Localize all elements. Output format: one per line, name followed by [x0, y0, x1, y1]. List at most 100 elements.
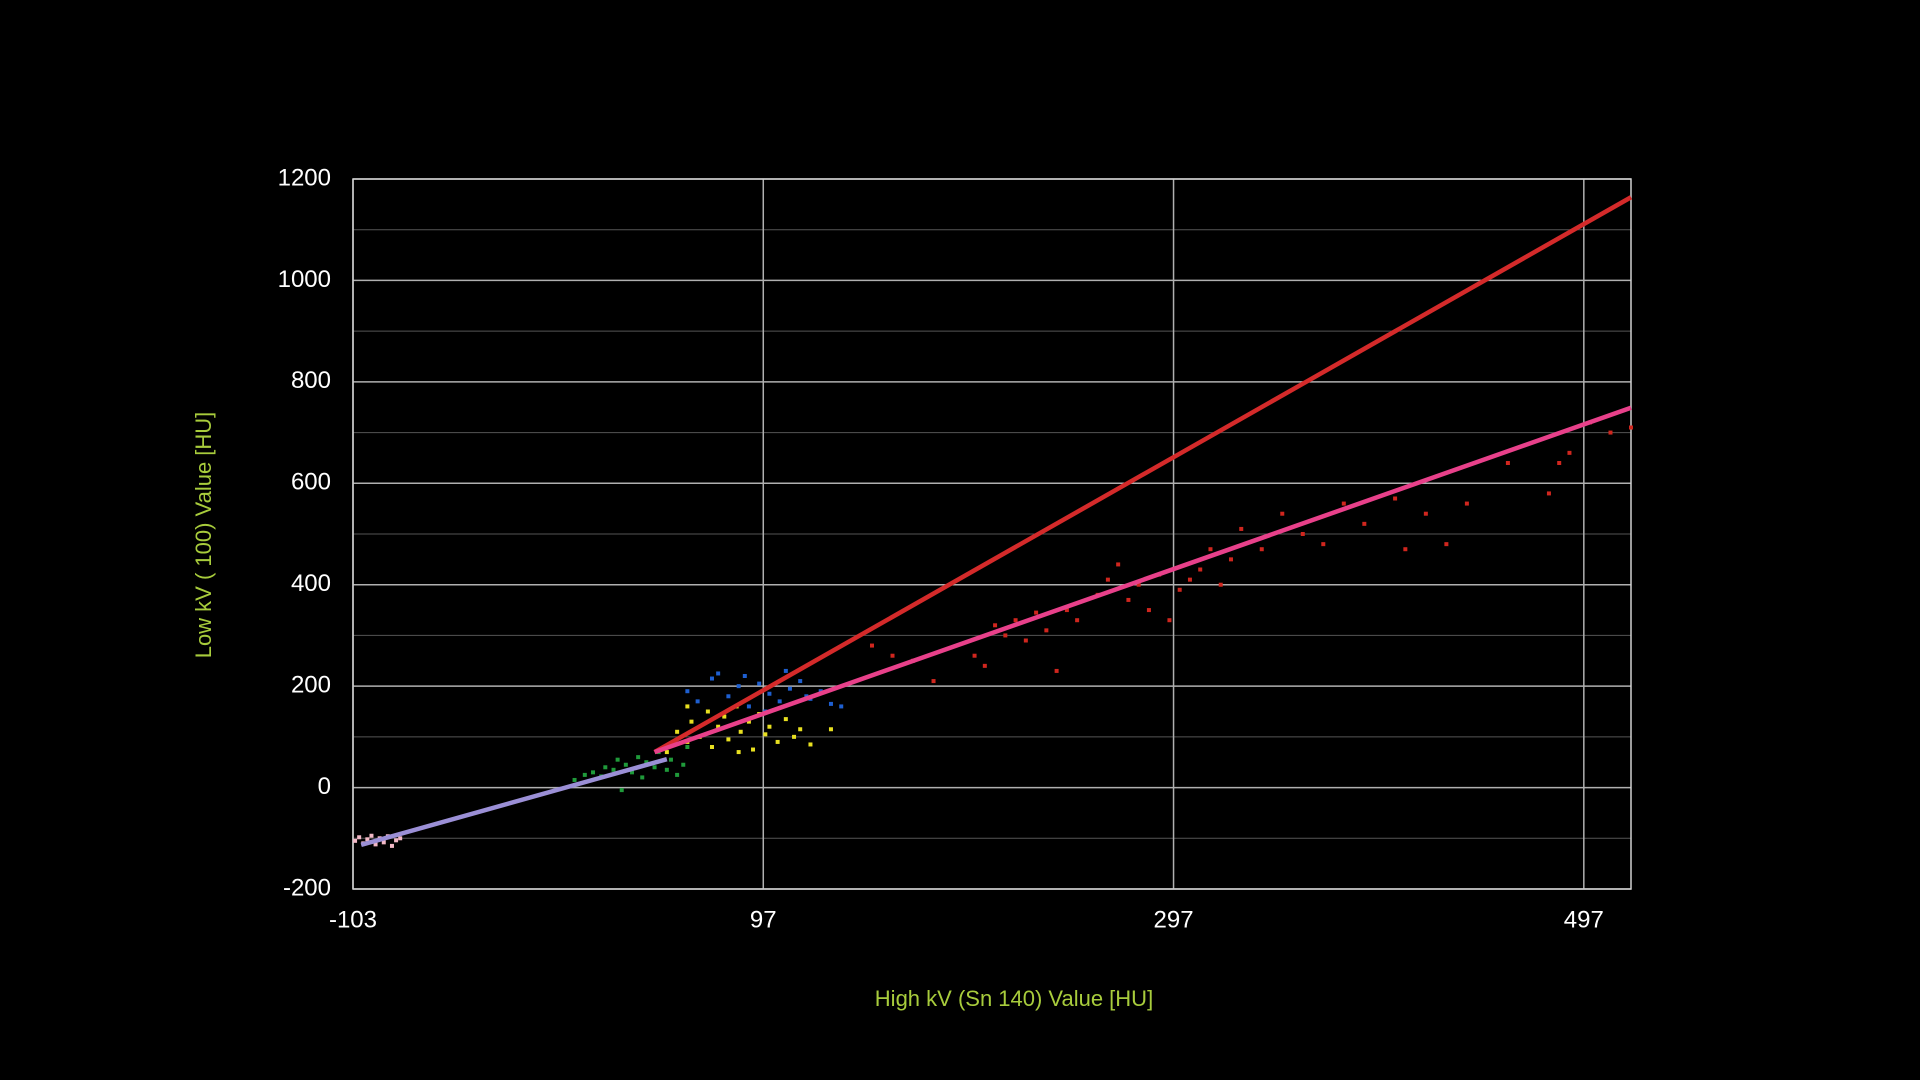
scatter-point — [381, 840, 386, 845]
plot-frame — [352, 178, 1632, 890]
x-axis-label: High kV (Sn 140) Value [HU] — [875, 986, 1153, 1011]
y-axis-label: Low kV ( 100) Value [HU] — [191, 412, 216, 659]
scatter-point — [1228, 557, 1233, 562]
scatter-point — [1393, 496, 1398, 501]
scatter-point — [685, 689, 690, 694]
scatter-point — [982, 663, 987, 668]
scatter-point — [603, 765, 608, 770]
scatter-point — [644, 760, 649, 765]
scatter-point — [1557, 461, 1562, 465]
scatter-point — [1208, 547, 1213, 552]
scatter-point — [972, 653, 977, 658]
scatter-point — [808, 742, 813, 747]
scatter-point — [689, 719, 694, 724]
scatter-point — [1116, 562, 1121, 567]
scatter-point — [828, 701, 833, 706]
x-tick-label: -103 — [329, 906, 377, 933]
scatter-point — [615, 757, 620, 762]
x-tick-label: 497 — [1564, 906, 1604, 933]
scatter-point — [664, 767, 669, 772]
scatter-point — [736, 684, 741, 689]
scatter-point — [775, 739, 780, 744]
scatter-point — [1187, 577, 1192, 582]
scatter-point — [1403, 547, 1408, 552]
scatter-point — [1146, 608, 1151, 613]
y-tick-label: 800 — [291, 367, 331, 394]
scatter-point — [726, 737, 731, 742]
scatter-point — [681, 762, 686, 767]
scatter-point — [668, 757, 673, 762]
scatter-point — [767, 691, 772, 696]
scatter-point — [931, 679, 936, 684]
scatter-point — [1300, 532, 1305, 536]
scatter-point — [757, 681, 762, 686]
scatter-point — [716, 724, 721, 729]
scatter-point — [890, 653, 895, 658]
y-tick-label: 1200 — [278, 164, 331, 191]
scatter-point — [394, 838, 399, 843]
scatter-point — [1464, 501, 1469, 506]
scatter-point — [369, 833, 374, 838]
scatter-point — [357, 835, 362, 840]
scatter-point — [695, 699, 700, 704]
scatter-point — [389, 843, 394, 848]
scatter-point — [353, 838, 358, 843]
scatter-point — [746, 704, 751, 709]
scatter-point — [763, 732, 768, 737]
scatter-point — [1054, 668, 1059, 673]
scatter-point — [787, 686, 792, 691]
scatter-point — [742, 674, 747, 678]
scatter-point — [716, 671, 721, 676]
scatter-point — [738, 729, 743, 734]
scatter-point — [1136, 582, 1141, 587]
scatter-point — [685, 704, 690, 709]
scatter-point — [828, 727, 833, 732]
scatter-point — [1444, 542, 1449, 547]
scatter-point — [1239, 526, 1244, 531]
scatter-point — [993, 623, 998, 628]
fit-line — [360, 757, 668, 848]
scatter-point — [1505, 461, 1510, 465]
scatter-point — [798, 727, 803, 732]
y-tick-label: 200 — [291, 671, 331, 698]
scatter-point — [1044, 628, 1049, 633]
scatter-point — [652, 765, 657, 770]
scatter-point — [582, 772, 587, 777]
scatter-point — [783, 668, 788, 673]
scatter-point — [705, 709, 710, 714]
scatter-point — [675, 772, 680, 777]
scatter-point — [1608, 430, 1613, 435]
scatter-point — [1003, 633, 1008, 638]
scatter-point — [1321, 542, 1326, 547]
scatter-point — [726, 694, 731, 699]
scatter-point — [722, 714, 727, 719]
scatter-point — [611, 767, 616, 772]
x-tick-label: 97 — [750, 906, 777, 933]
scatter-point — [365, 837, 370, 842]
fit-line — [653, 405, 1632, 755]
scatter-point — [767, 724, 772, 729]
scatter-point — [619, 788, 624, 793]
y-tick-label: 0 — [318, 773, 331, 800]
scatter-point — [373, 842, 378, 847]
scatter-point — [398, 836, 403, 841]
scatter-point — [746, 719, 751, 724]
y-tick-label: 600 — [291, 469, 331, 496]
scatter-point — [839, 704, 844, 709]
fit-line — [653, 195, 1633, 755]
scatter-point — [1023, 638, 1028, 643]
scatter-point — [1567, 450, 1572, 455]
scatter-point — [1629, 425, 1633, 430]
scatter-point — [1167, 618, 1172, 623]
scatter-point — [709, 676, 714, 681]
scatter-point — [1013, 618, 1018, 623]
scatter-point — [1105, 577, 1110, 582]
x-tick-label: 297 — [1154, 906, 1194, 933]
scatter-point — [572, 777, 577, 782]
scatter-point — [1034, 610, 1039, 615]
scatter-point — [798, 679, 803, 684]
y-tick-label: 400 — [291, 570, 331, 597]
